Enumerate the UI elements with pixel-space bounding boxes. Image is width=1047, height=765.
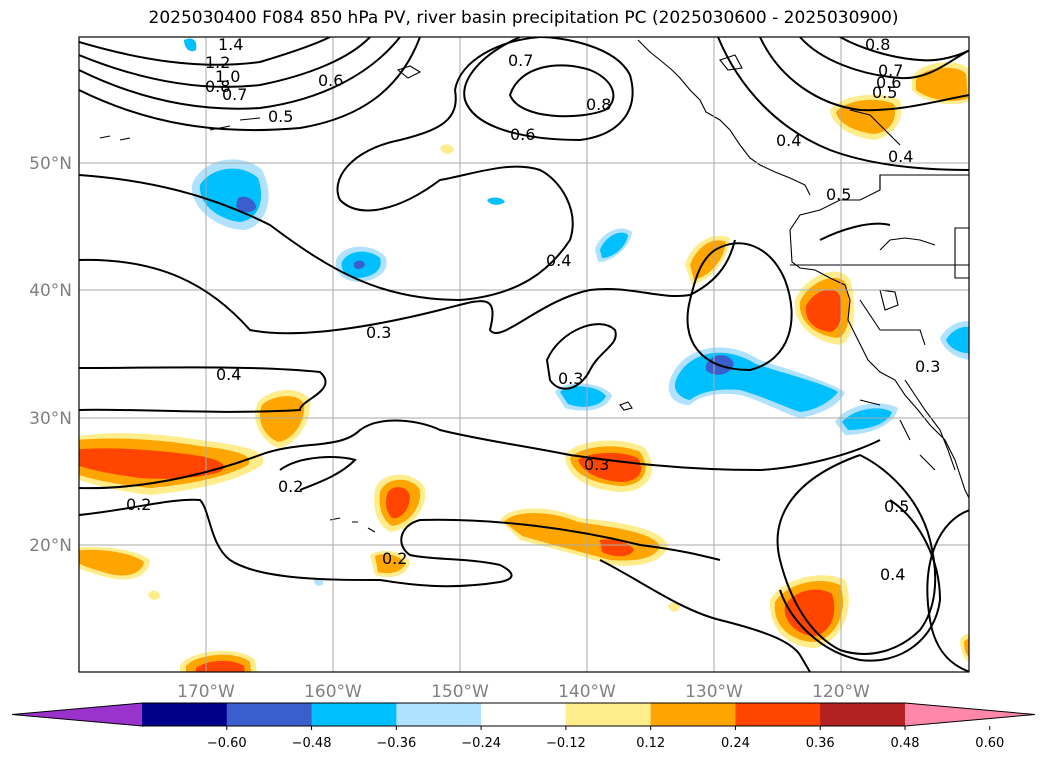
colorbar-extend-low <box>12 703 142 726</box>
contour-label: 0.6 <box>510 125 535 144</box>
contour-label: 0.3 <box>915 357 940 376</box>
contour-label: 0.8 <box>205 77 230 96</box>
colorbar-extend-high <box>905 703 1035 726</box>
contour-label: 0.4 <box>546 251 571 270</box>
contour-label: 0.7 <box>508 51 533 70</box>
colorbar-tick-label: −0.12 <box>546 736 586 751</box>
longitude-labels: 170°W 160°W 150°W 140°W 130°W 120°W <box>177 682 870 702</box>
contour-label: 0.6 <box>876 73 901 92</box>
contour-label: 0.3 <box>366 323 391 342</box>
lon-label: 120°W <box>812 682 870 702</box>
colorbar-tick-label: 0.36 <box>806 736 835 751</box>
colorbar-segments <box>11 702 1036 727</box>
colorbar-segment <box>142 703 228 726</box>
colorbar-segment <box>565 703 652 726</box>
contour-label: 0.5 <box>826 185 851 204</box>
contour-label: 0.8 <box>865 35 890 54</box>
contour-label: 0.7 <box>222 85 247 104</box>
contour-label: 0.5 <box>268 107 293 126</box>
lat-label: 20°N <box>29 536 72 556</box>
lon-label: 130°W <box>685 682 743 702</box>
contour-label: 0.4 <box>880 565 905 584</box>
map-title: 2025030400 F084 850 hPa PV, river basin … <box>148 8 899 28</box>
colorbar-segment <box>311 703 397 726</box>
contour-label: 0.2 <box>382 549 407 568</box>
colorbar-tick-label: 0.24 <box>721 736 750 751</box>
colorbar-tick-label: 0.48 <box>891 736 920 751</box>
lat-label: 40°N <box>29 281 72 301</box>
colorbar-tick-label: −0.48 <box>292 736 332 751</box>
colorbar-segment <box>650 703 736 726</box>
colorbar-ticks: −0.60 −0.48 −0.36 −0.24 −0.12 0.12 0.24 0.36 0.4… <box>207 726 1004 751</box>
coastlines <box>99 39 969 533</box>
contour-label: 0.4 <box>776 131 801 150</box>
contour-label: 0.4 <box>888 147 913 166</box>
contour-label: 0.5 <box>872 83 897 102</box>
latitude-labels: 50°N 40°N 30°N 20°N <box>29 154 72 556</box>
contour-labels: 1.4 1.2 1.0 0.8 0.7 0.6 0.5 0.7 0.8 0.6 … <box>126 35 940 584</box>
contour-label: 1.2 <box>205 53 230 72</box>
colorbar-tick-label: 0.60 <box>975 736 1004 751</box>
colorbar-segment <box>820 703 906 726</box>
lat-label: 30°N <box>29 409 72 429</box>
colorbar-segment <box>396 703 482 726</box>
lon-label: 160°W <box>304 682 362 702</box>
pv-contours <box>79 37 969 672</box>
colorbar-tick-label: −0.36 <box>376 736 416 751</box>
contour-label: 0.5 <box>884 497 909 516</box>
map-plot-area: 1.4 1.2 1.0 0.8 0.7 0.6 0.5 0.7 0.8 0.6 … <box>79 35 969 672</box>
contour-label: 0.2 <box>126 495 151 514</box>
contour-label: 0.8 <box>586 95 611 114</box>
colorbar-segment <box>481 703 567 726</box>
contour-label: 1.4 <box>218 35 243 54</box>
lon-label: 150°W <box>431 682 489 702</box>
colorbar-segment <box>735 703 821 726</box>
contour-label: 0.3 <box>584 455 609 474</box>
colorbar-tick-label: 0.12 <box>636 736 665 751</box>
contour-label: 1.0 <box>215 67 240 86</box>
lat-label: 50°N <box>29 154 72 174</box>
lon-label: 170°W <box>177 682 235 702</box>
contour-label: 0.4 <box>216 365 241 384</box>
lon-label: 140°W <box>558 682 616 702</box>
colorbar-tick-label: −0.60 <box>207 736 247 751</box>
colorbar-tick-label: −0.24 <box>461 736 501 751</box>
colorbar-outline <box>11 702 1036 727</box>
colorbar: −0.60 −0.48 −0.36 −0.24 −0.12 0.12 0.24 0.36 0.4… <box>11 702 1036 751</box>
colorbar-segment <box>226 703 313 726</box>
contour-label: 0.2 <box>278 477 303 496</box>
contour-label: 0.3 <box>558 369 583 388</box>
graticule <box>79 37 969 672</box>
map-frame <box>78 36 970 673</box>
contour-label: 0.7 <box>878 61 903 80</box>
contour-label: 0.6 <box>318 71 343 90</box>
